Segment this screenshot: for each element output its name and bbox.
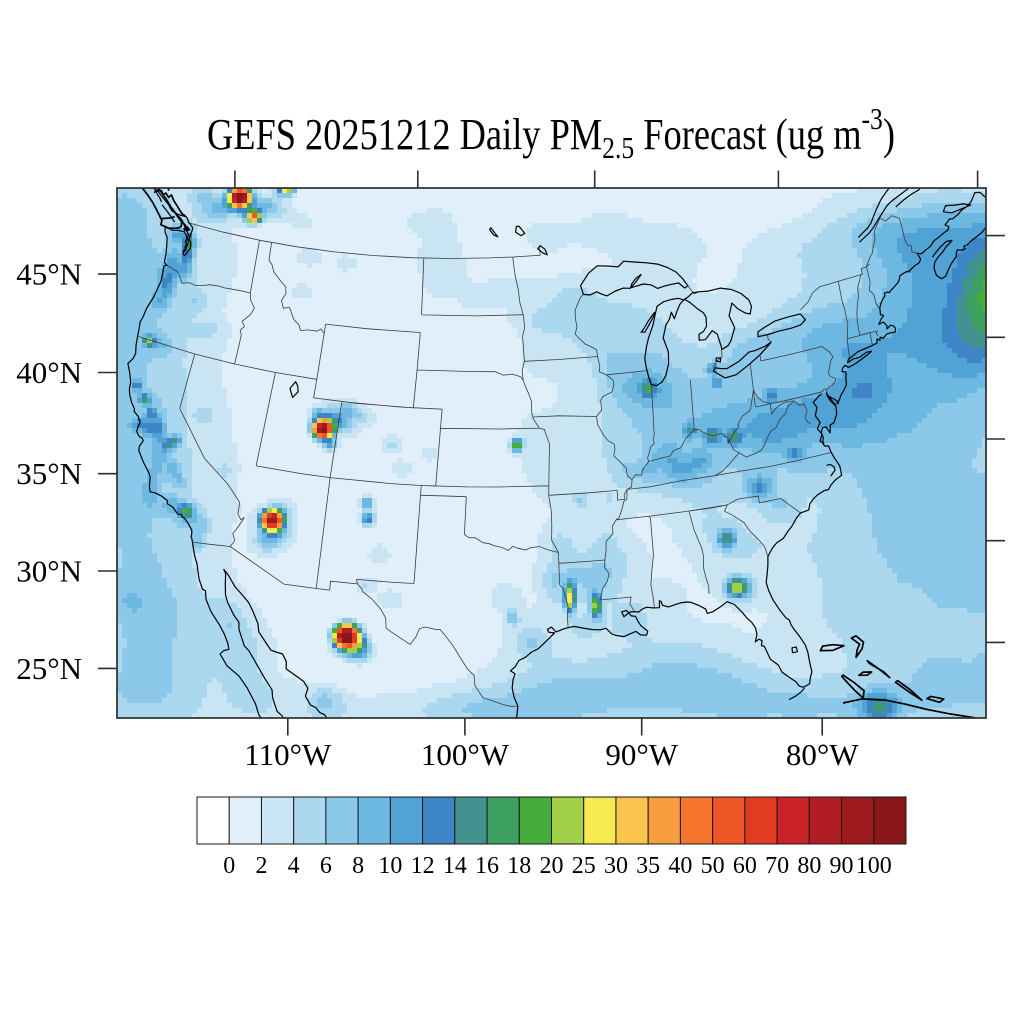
svg-text:40: 40 (668, 853, 692, 879)
svg-text:2: 2 (255, 853, 267, 879)
svg-text:60: 60 (733, 853, 757, 879)
svg-text:30: 30 (604, 853, 628, 879)
svg-text:100°W: 100°W (421, 737, 510, 772)
svg-text:25: 25 (572, 853, 596, 879)
svg-text:50: 50 (701, 853, 725, 879)
svg-text:25°N: 25°N (16, 651, 82, 686)
svg-text:10: 10 (378, 853, 402, 879)
svg-text:6: 6 (320, 853, 332, 879)
svg-text:GEFS 20251212 Daily PM2.5 Fore: GEFS 20251212 Daily PM2.5 Forecast (ug m… (207, 101, 895, 165)
svg-text:100: 100 (856, 853, 892, 879)
svg-text:0: 0 (223, 853, 235, 879)
svg-text:90: 90 (830, 853, 854, 879)
svg-text:30°N: 30°N (16, 554, 82, 589)
svg-text:90°W: 90°W (605, 737, 678, 772)
svg-text:18: 18 (507, 853, 531, 879)
svg-text:14: 14 (443, 853, 467, 879)
svg-text:16: 16 (475, 853, 499, 879)
svg-text:12: 12 (411, 853, 435, 879)
svg-text:80: 80 (797, 853, 821, 879)
svg-text:35°N: 35°N (16, 456, 82, 491)
svg-text:110°W: 110°W (244, 737, 332, 772)
svg-text:45°N: 45°N (16, 257, 82, 292)
svg-text:40°N: 40°N (16, 355, 82, 390)
svg-text:8: 8 (352, 853, 364, 879)
svg-text:35: 35 (636, 853, 660, 879)
svg-text:20: 20 (540, 853, 564, 879)
svg-text:70: 70 (765, 853, 789, 879)
svg-text:80°W: 80°W (786, 737, 859, 772)
svg-text:4: 4 (288, 853, 300, 879)
